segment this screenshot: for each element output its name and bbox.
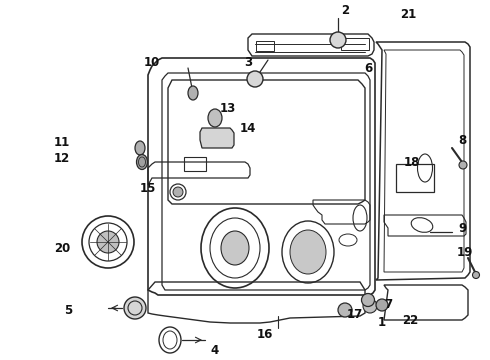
Polygon shape xyxy=(200,128,234,148)
Ellipse shape xyxy=(472,271,480,279)
Ellipse shape xyxy=(137,154,147,170)
Text: 17: 17 xyxy=(347,307,363,320)
Ellipse shape xyxy=(362,293,374,306)
Ellipse shape xyxy=(247,71,263,87)
Ellipse shape xyxy=(338,303,352,317)
Text: 3: 3 xyxy=(244,55,252,68)
Text: 19: 19 xyxy=(457,246,473,258)
Text: 5: 5 xyxy=(64,303,72,316)
Text: 8: 8 xyxy=(458,134,466,147)
Ellipse shape xyxy=(173,187,183,197)
Ellipse shape xyxy=(135,141,145,155)
Text: 20: 20 xyxy=(54,242,70,255)
Text: 13: 13 xyxy=(220,102,236,114)
Ellipse shape xyxy=(208,109,222,127)
Text: 22: 22 xyxy=(402,314,418,327)
Text: 9: 9 xyxy=(458,221,466,234)
Bar xyxy=(184,157,206,171)
Text: 7: 7 xyxy=(384,298,392,311)
Text: 12: 12 xyxy=(54,152,70,165)
Text: 14: 14 xyxy=(240,122,256,135)
Text: 10: 10 xyxy=(144,55,160,68)
Bar xyxy=(256,41,274,51)
Text: 21: 21 xyxy=(400,8,416,21)
Ellipse shape xyxy=(124,297,146,319)
Text: 18: 18 xyxy=(404,156,420,168)
Text: 1: 1 xyxy=(378,316,386,329)
Text: 6: 6 xyxy=(364,62,372,75)
Text: 2: 2 xyxy=(341,4,349,17)
Text: 15: 15 xyxy=(140,181,156,194)
Ellipse shape xyxy=(330,32,346,48)
Ellipse shape xyxy=(188,86,198,100)
Ellipse shape xyxy=(459,161,467,169)
Ellipse shape xyxy=(290,230,326,274)
Text: 11: 11 xyxy=(54,135,70,148)
Ellipse shape xyxy=(221,231,249,265)
Text: 16: 16 xyxy=(257,328,273,341)
Text: 4: 4 xyxy=(211,343,219,356)
Ellipse shape xyxy=(97,231,119,253)
Ellipse shape xyxy=(363,299,377,313)
Bar xyxy=(341,38,369,50)
Ellipse shape xyxy=(376,299,388,311)
Bar xyxy=(396,164,434,192)
